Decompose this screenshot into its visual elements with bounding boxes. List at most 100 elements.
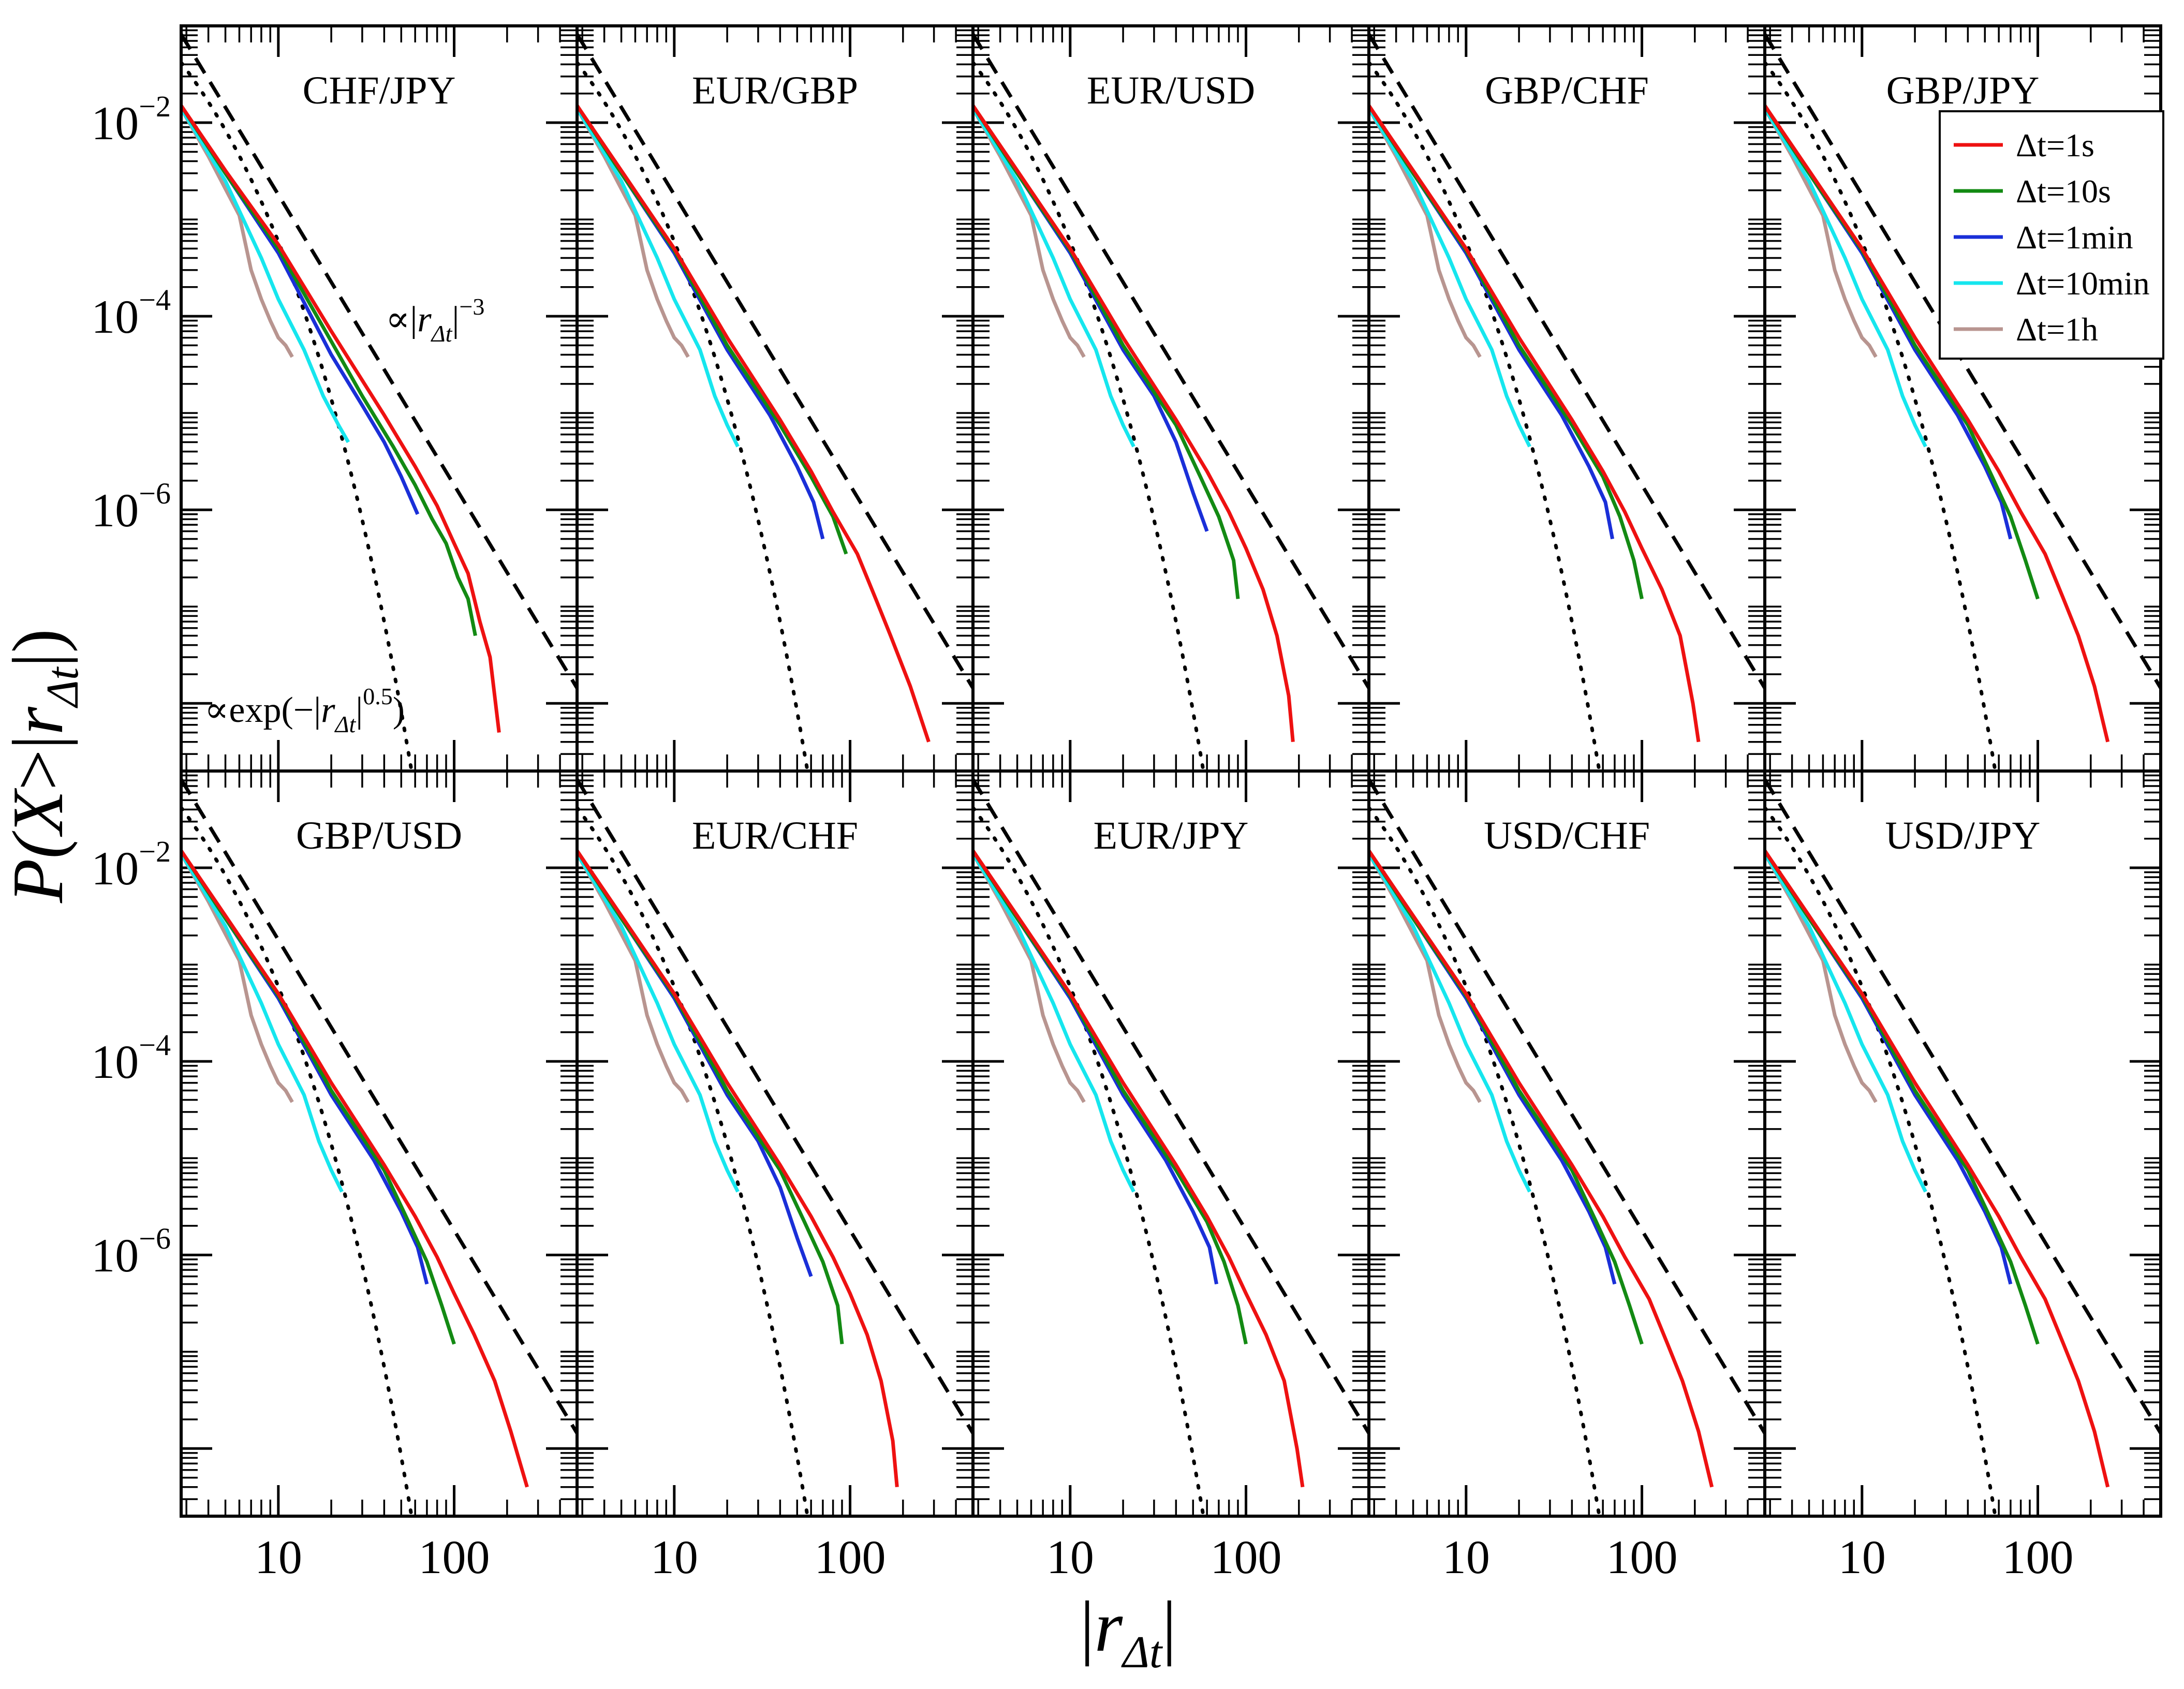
panel-eur-chf: EUR/CHF 10 100 (575, 769, 975, 1583)
y-axis-title-suffix: |) (0, 629, 78, 668)
y-tick-label: 10−4 (91, 1028, 171, 1088)
panel-title: CHF/JPY (303, 69, 456, 112)
panel-gbp-jpy: GBP/JPY (1763, 24, 2162, 773)
stretched-exp-reference-line (1369, 806, 1601, 1516)
y-tick-exp: −6 (139, 477, 171, 510)
y-axis-title-var: X (0, 788, 78, 837)
panel-plot-area (973, 33, 1369, 771)
legend-label: Δt=1s (2016, 127, 2094, 164)
legend-label: Δt=1h (2016, 311, 2098, 348)
panel-title: EUR/CHF (692, 814, 858, 857)
x-tick-label: 10 (1838, 1531, 1886, 1583)
panel-title: USD/JPY (1885, 814, 2041, 857)
series-line-1h (973, 852, 1086, 1103)
series-line-1s (181, 105, 501, 733)
series-line-10min (973, 107, 1135, 448)
power-law-label-suffix: | (452, 300, 459, 339)
panel-plot-area (1765, 33, 2161, 771)
y-tick-base: 10 (91, 1035, 139, 1088)
y-tick-exp: −4 (139, 1028, 171, 1062)
panel-usd-jpy: USD/JPY 10 100 (1763, 769, 2162, 1583)
y-tick-label: 10−2 (91, 90, 171, 150)
panel-plot-area (1369, 33, 1765, 771)
stretched-exp-reference-line (181, 61, 414, 771)
stretched-exp-reference-line (577, 806, 809, 1516)
power-law-reference-line (577, 778, 973, 1434)
y-tick-label: 10−4 (91, 283, 171, 343)
x-tick-label: 10 (1442, 1531, 1490, 1583)
legend-label: Δt=1min (2016, 219, 2133, 256)
y-axis-title-mid: >| (0, 735, 78, 790)
series-line-1h (1369, 852, 1482, 1103)
stretched-exp-label-exp: 0.5 (363, 683, 393, 709)
series-line-1h (1765, 107, 1878, 358)
series-line-10min (1369, 852, 1531, 1193)
power-law-reference-line (973, 33, 1369, 689)
stretched-exp-reference-line (181, 806, 414, 1516)
power-law-label-sub: Δt (431, 320, 453, 347)
y-tick-base: 10 (91, 97, 139, 150)
stretched-exp-label-prefix: ∝exp(−| (204, 690, 321, 730)
panel-title: GBP/USD (296, 814, 462, 857)
x-tick-label: 10 (255, 1531, 302, 1583)
power-law-reference-line (181, 778, 577, 1434)
panel-title: EUR/USD (1087, 69, 1255, 112)
panel-usd-chf: USD/CHF 10 100 (1367, 769, 1766, 1583)
y-tick-exp: −6 (139, 1222, 171, 1255)
series-line-10min (1765, 852, 1927, 1193)
legend-label: Δt=10s (2016, 173, 2111, 210)
power-law-reference-line (181, 33, 577, 689)
x-tick-label: 100 (1606, 1531, 1678, 1583)
stretched-exp-reference-line (1765, 61, 1997, 771)
y-axis-title: P(X>|rΔt|) (0, 629, 88, 903)
power-law-reference-line (1369, 33, 1765, 689)
series-line-1h (1765, 852, 1878, 1103)
legend-label: Δt=10min (2016, 265, 2150, 302)
panel-plot-area (181, 33, 577, 771)
x-tick-label: 100 (815, 1531, 886, 1583)
series-line-10min (181, 107, 350, 443)
y-tick-base: 10 (91, 1229, 139, 1282)
series-line-1s (1369, 850, 1714, 1488)
series-line-10min (1765, 107, 1927, 448)
power-law-label-prefix: ∝| (386, 300, 417, 339)
series-line-1s (1765, 850, 2110, 1488)
svg-text:|rΔt|: |rΔt| (1080, 1587, 1177, 1678)
series-line-10s (181, 105, 477, 636)
stretched-exp-reference-line (973, 806, 1205, 1516)
power-law-reference-line (973, 778, 1369, 1434)
power-law-reference-line (1765, 33, 2161, 689)
legend: Δt=1s Δt=10s Δt=1min Δt=10min Δt=1h (1939, 110, 2164, 360)
stretched-exp-reference-line (1369, 61, 1601, 771)
series-line-1s (973, 850, 1305, 1488)
x-tick-label: 10 (1046, 1531, 1094, 1583)
series-line-1h (1369, 107, 1482, 358)
x-tick-label: 10 (651, 1531, 698, 1583)
y-axis-title-var2: r (0, 706, 78, 735)
series-line-1s (577, 850, 899, 1488)
power-law-label-var: r (417, 300, 432, 339)
series-line-1h (181, 107, 294, 358)
panel-eur-gbp: EUR/GBP (575, 24, 975, 773)
stretched-exp-label-suffix: | (356, 690, 363, 730)
panel-plot-area (577, 33, 973, 771)
y-tick-exp: −4 (139, 283, 171, 317)
panel-eur-jpy: EUR/JPY 10 100 (971, 769, 1370, 1583)
panel-title: GBP/CHF (1485, 69, 1649, 112)
series-line-1h (577, 852, 690, 1103)
series-line-1s (1765, 105, 2110, 743)
series-line-1h (577, 107, 690, 358)
series-line-1h (973, 107, 1086, 358)
stretched-exp-reference-line (577, 61, 809, 771)
legend-box (1939, 110, 2164, 360)
stretched-exp-label-close: ) (393, 690, 405, 730)
panel-title: GBP/JPY (1886, 69, 2040, 112)
x-axis-title-sub: Δt (1121, 1627, 1163, 1678)
y-tick-exp: −2 (139, 90, 171, 123)
series-line-1s (973, 105, 1295, 743)
x-axis-title-suffix: | (1162, 1587, 1176, 1667)
power-law-reference-line (1765, 778, 2161, 1434)
stretched-exp-reference-line (1765, 806, 1997, 1516)
x-axis-title-prefix: | (1080, 1587, 1095, 1667)
